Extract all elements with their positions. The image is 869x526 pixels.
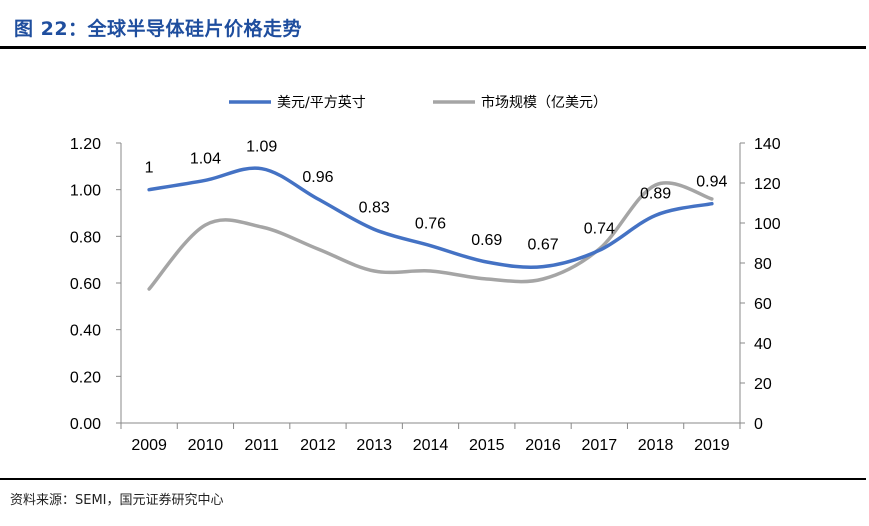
legend-label: 美元/平方英寸: [277, 94, 366, 111]
x-tick-label: 2011: [244, 437, 279, 454]
x-tick-label: 2018: [638, 437, 674, 454]
legend-label: 市场规模（亿美元）: [481, 94, 607, 111]
data-label: 0.67: [527, 237, 558, 254]
y-right-tick-label: 20: [754, 376, 772, 393]
y-right-tick-label: 0: [754, 416, 763, 433]
data-label: 0.69: [471, 232, 502, 249]
y-left-tick-label: 0.80: [70, 229, 101, 246]
x-tick-label: 2016: [525, 437, 561, 454]
data-labels: 1 1.04 1.09 0.96 0.83 0.76 0.69 0.67 0.74 0.89 0.9…: [145, 139, 728, 254]
data-label: 1.04: [190, 150, 221, 167]
y-right-tick-label: 140: [754, 136, 781, 153]
series-line-market-size: [147, 181, 714, 291]
y-left-tick-label: 0.00: [70, 416, 101, 433]
y-right-tick-label: 80: [754, 256, 772, 273]
x-tick-label: 2012: [300, 437, 336, 454]
x-tick-label: 2015: [469, 437, 505, 454]
data-label: 0.89: [640, 185, 671, 202]
data-label: 0.76: [415, 216, 446, 233]
y-left-tick-label: 1.00: [70, 183, 101, 200]
source-rule: [0, 478, 866, 480]
y-left-tick-label: 0.20: [70, 369, 101, 386]
series-line-price: [147, 166, 714, 270]
x-tick-label: 2014: [413, 437, 449, 454]
series-group: [147, 166, 714, 291]
x-tick-label: 2009: [131, 437, 167, 454]
data-label: 0.83: [359, 199, 390, 216]
x-tick-label: 2019: [694, 437, 730, 454]
y-left-tick-label: 1.20: [70, 136, 101, 153]
y-right-tick-label: 100: [754, 216, 781, 233]
x-tick-label: 2010: [188, 437, 224, 454]
y-right-tick-label: 40: [754, 336, 772, 353]
legend: 美元/平方英寸 市场规模（亿美元）: [229, 94, 607, 111]
x-tick-label: 2017: [582, 437, 618, 454]
x-tick-label: 2013: [356, 437, 392, 454]
data-label: 0.94: [696, 174, 727, 191]
source-note: 资料来源：SEMI，国元证券研究中心: [10, 493, 224, 508]
data-label: 1: [145, 160, 154, 177]
y-right-tick-label: 120: [754, 176, 781, 193]
y-left-tick-label: 0.60: [70, 276, 101, 293]
data-label: 1.09: [246, 139, 277, 156]
title-rule: [0, 46, 866, 49]
data-label: 0.96: [302, 169, 333, 186]
y-right-tick-label: 60: [754, 296, 772, 313]
y-left-tick-label: 0.40: [70, 323, 101, 340]
data-label: 0.74: [584, 220, 615, 237]
figure-title: 图 22：全球半导体硅片价格走势: [14, 18, 303, 40]
axes: 0.00 0.20 0.40 0.60 0.80 1.00 1.20 0 20 40 60 80 100…: [70, 136, 781, 454]
